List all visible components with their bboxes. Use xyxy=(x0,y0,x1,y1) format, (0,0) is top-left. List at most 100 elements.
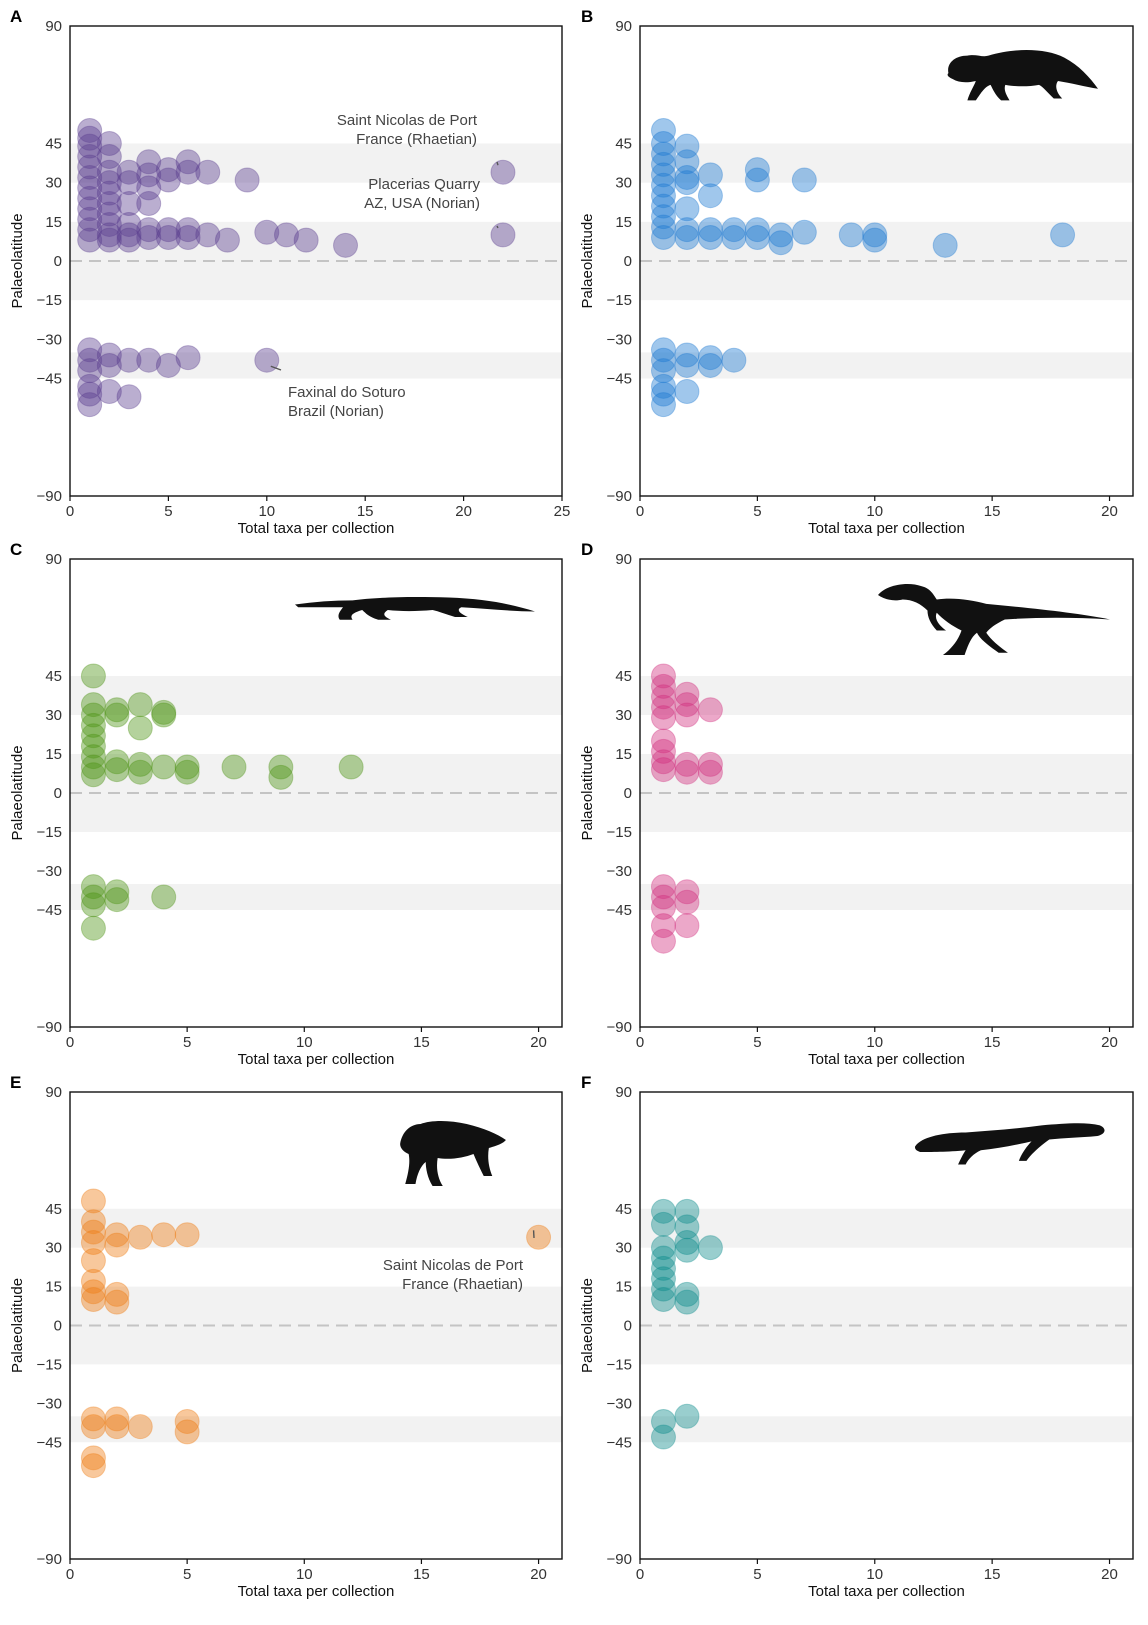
y-tick-label: 15 xyxy=(615,746,632,763)
data-point xyxy=(104,702,130,728)
y-axis-label: Palaeolatitude xyxy=(579,745,596,840)
data-point xyxy=(650,162,676,188)
y-tick-label: −15 xyxy=(607,824,632,841)
x-tick-label: 20 xyxy=(455,503,472,520)
y-tick-label: 90 xyxy=(45,551,62,568)
data-point xyxy=(650,358,676,384)
data-point xyxy=(77,217,103,243)
data-point xyxy=(104,697,130,723)
y-axis-label: Palaeolatitude xyxy=(9,745,26,840)
data-point xyxy=(650,337,676,363)
y-tick-label: 90 xyxy=(45,18,62,35)
data-point xyxy=(674,225,700,250)
data-point xyxy=(195,159,221,185)
data-point xyxy=(650,874,676,900)
y-tick-label: −30 xyxy=(607,1395,632,1412)
data-point xyxy=(175,217,201,243)
x-tick-label: 0 xyxy=(66,503,74,520)
data-point xyxy=(674,196,700,222)
data-point xyxy=(127,692,153,718)
annotation-label: Saint Nicolas de Port France (Rhaetian) xyxy=(383,1257,524,1293)
data-point xyxy=(674,751,700,777)
data-point xyxy=(650,1198,676,1224)
data-point xyxy=(650,1424,676,1450)
latitude-band xyxy=(70,754,562,793)
latitude-band xyxy=(70,884,562,910)
latitude-band xyxy=(640,352,1133,379)
data-point xyxy=(674,1403,700,1429)
latitude-band xyxy=(70,1208,562,1248)
x-tick-label: 10 xyxy=(296,1566,313,1583)
data-point xyxy=(80,754,106,780)
data-point xyxy=(268,764,294,790)
data-point xyxy=(116,384,142,410)
data-point xyxy=(80,744,106,770)
data-point xyxy=(674,1289,700,1315)
panel-letter: A xyxy=(10,7,22,26)
x-tick-label: 0 xyxy=(66,1034,74,1051)
y-axis-label: Palaeolatitude xyxy=(579,1278,596,1373)
data-point xyxy=(674,170,700,196)
data-point xyxy=(273,222,299,248)
data-point xyxy=(175,345,201,371)
data-point xyxy=(744,157,770,183)
data-point xyxy=(650,928,676,954)
data-point xyxy=(80,1445,106,1471)
y-tick-label: 0 xyxy=(624,1318,632,1335)
y-tick-label: 0 xyxy=(54,785,62,802)
data-point xyxy=(151,702,177,728)
data-point xyxy=(155,157,181,183)
data-point xyxy=(674,1237,700,1263)
x-tick-label: 15 xyxy=(413,1566,430,1583)
data-point xyxy=(80,1279,106,1305)
data-point xyxy=(674,342,700,368)
data-point xyxy=(80,1188,106,1214)
data-point xyxy=(96,144,122,170)
panel-letter: E xyxy=(10,1073,21,1092)
data-point xyxy=(96,201,122,227)
data-point xyxy=(650,757,676,783)
data-point xyxy=(650,728,676,754)
data-point xyxy=(155,352,181,378)
data-point xyxy=(136,149,162,175)
y-tick-label: −15 xyxy=(37,1356,62,1373)
data-point xyxy=(80,1453,106,1479)
y-tick-label: 90 xyxy=(615,551,632,568)
data-point xyxy=(80,692,106,718)
data-point xyxy=(127,759,153,785)
y-tick-label: −15 xyxy=(607,292,632,309)
data-point xyxy=(80,884,106,910)
data-point xyxy=(80,1287,106,1313)
data-point xyxy=(116,191,142,217)
y-tick-label: 15 xyxy=(45,1279,62,1296)
x-tick-label: 10 xyxy=(866,1566,883,1583)
x-tick-label: 20 xyxy=(1101,1566,1118,1583)
y-tick-label: −45 xyxy=(37,1434,62,1451)
data-point xyxy=(674,759,700,785)
latitude-band xyxy=(70,1416,562,1443)
data-point xyxy=(838,222,864,248)
data-point xyxy=(674,1229,700,1255)
data-point xyxy=(490,159,516,185)
y-tick-label: 15 xyxy=(615,214,632,231)
y-tick-label: −30 xyxy=(37,1395,62,1412)
data-point xyxy=(127,1224,153,1250)
data-point xyxy=(650,738,676,764)
data-point xyxy=(697,217,723,243)
data-point xyxy=(791,167,817,193)
data-point xyxy=(254,219,280,245)
data-point xyxy=(650,663,676,689)
data-point xyxy=(650,381,676,407)
y-axis-label: Palaeolatitude xyxy=(9,213,26,308)
y-tick-label: −30 xyxy=(37,331,62,348)
data-point xyxy=(674,692,700,718)
data-point xyxy=(80,723,106,749)
data-point xyxy=(104,887,130,913)
y-tick-label: −45 xyxy=(607,371,632,388)
data-point xyxy=(697,345,723,371)
x-tick-label: 20 xyxy=(530,1034,547,1051)
data-point xyxy=(80,1209,106,1235)
y-tick-label: 90 xyxy=(615,1084,632,1101)
